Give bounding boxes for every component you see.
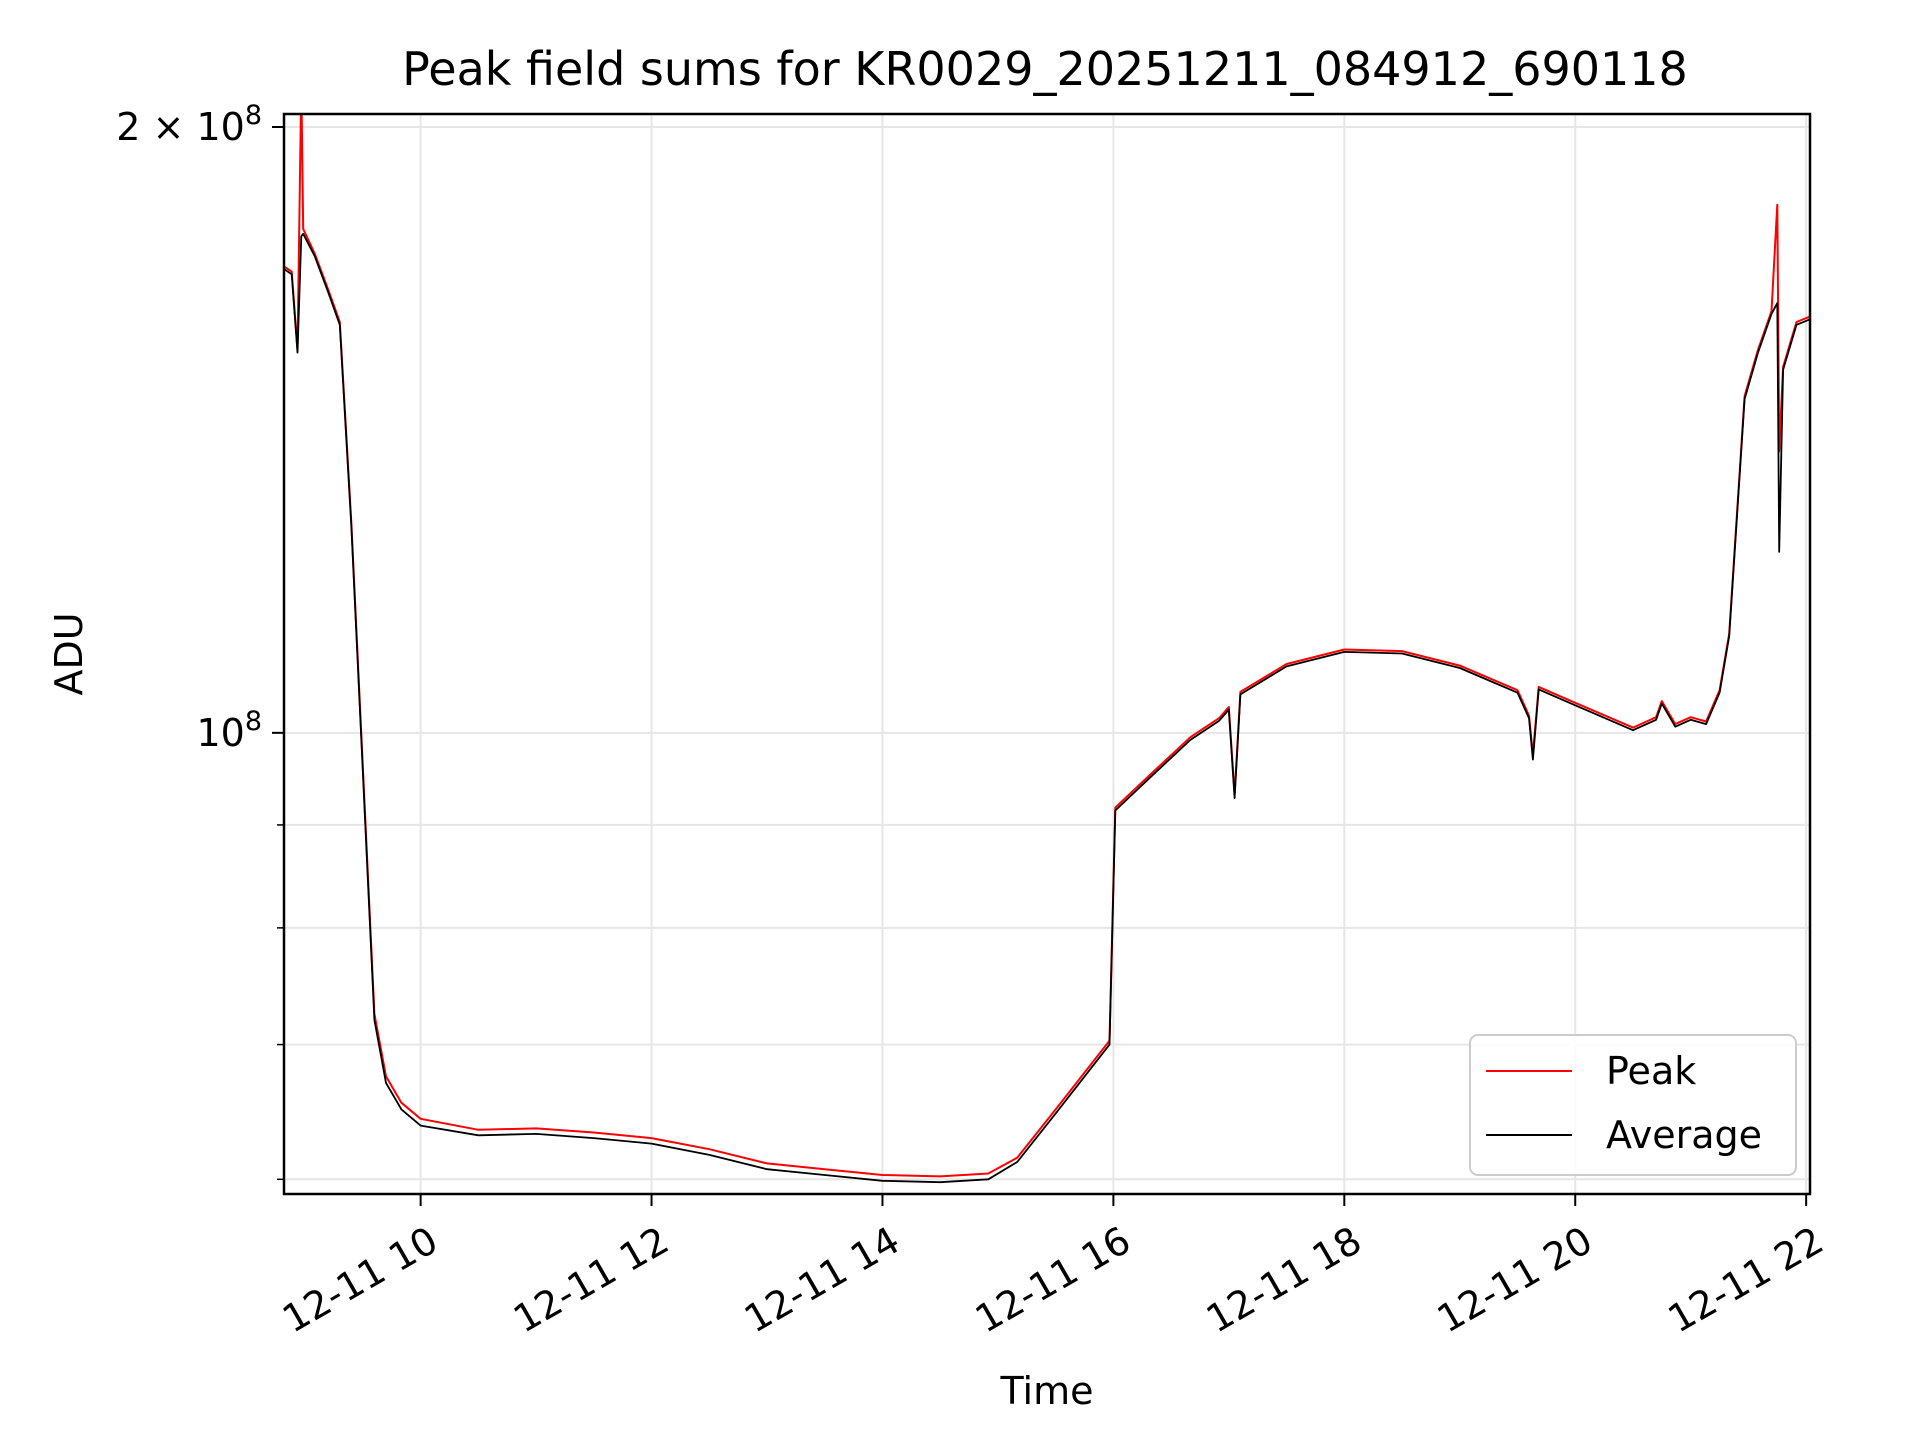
legend-label: Peak bbox=[1606, 1049, 1696, 1093]
series-layer bbox=[284, 114, 1810, 1184]
y-tick-prefix: 2 × bbox=[116, 105, 196, 149]
legend-label: Average bbox=[1606, 1113, 1762, 1157]
series-line-peak bbox=[284, 114, 1810, 1178]
plot-frame bbox=[282, 112, 1812, 1196]
x-tick-label: 12-11 16 bbox=[968, 1218, 1138, 1342]
grid bbox=[284, 114, 1810, 1194]
chart-title: Peak field sums for KR0029_20251211_0849… bbox=[402, 42, 1688, 96]
y-tick-label: 108 bbox=[196, 706, 262, 755]
y-tick-exponent: 8 bbox=[245, 706, 262, 737]
x-tick-label: 12-11 10 bbox=[275, 1218, 445, 1342]
x-axis-label: Time bbox=[1000, 1369, 1094, 1413]
y-tick-label: 2 × 108 bbox=[116, 100, 262, 149]
x-tick-label: 12-11 20 bbox=[1430, 1218, 1600, 1342]
x-tick-label: 12-11 14 bbox=[737, 1218, 907, 1342]
x-tick-label: 12-11 18 bbox=[1199, 1218, 1369, 1342]
x-tick-label: 12-11 22 bbox=[1661, 1218, 1831, 1342]
y-axis-label: ADU bbox=[47, 612, 91, 695]
legend: Peak Average bbox=[1469, 1034, 1797, 1176]
y-tick-base: 10 bbox=[196, 105, 244, 149]
series-line-average bbox=[284, 232, 1810, 1184]
y-tick-base: 10 bbox=[196, 711, 244, 755]
x-tick-label: 12-11 12 bbox=[506, 1218, 676, 1342]
x-axis: 12-11 10 12-11 12 12-11 14 12-11 16 12-11 18… bbox=[275, 1194, 1831, 1342]
y-tick-exponent: 8 bbox=[245, 100, 262, 131]
